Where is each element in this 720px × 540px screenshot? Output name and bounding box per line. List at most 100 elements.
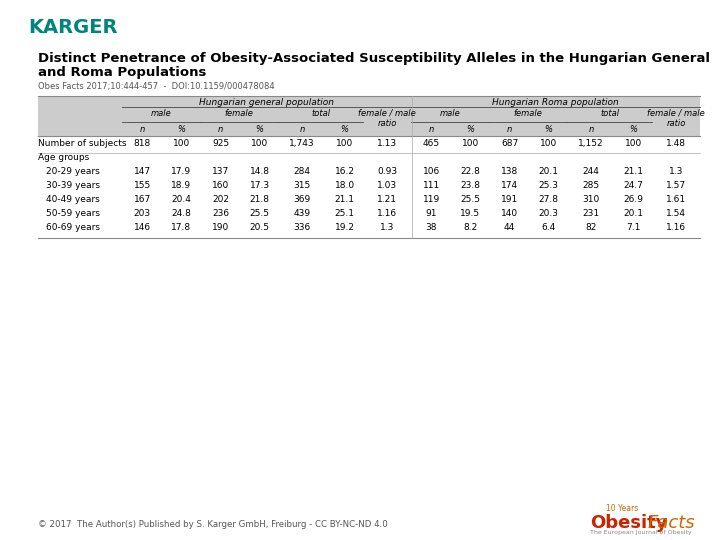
Text: 20-29 years: 20-29 years	[46, 167, 100, 176]
Text: %: %	[467, 125, 474, 134]
Text: 7.1: 7.1	[626, 223, 641, 232]
Text: 167: 167	[134, 195, 151, 204]
Text: n: n	[429, 125, 434, 134]
Text: 146: 146	[134, 223, 151, 232]
Text: 50-59 years: 50-59 years	[46, 209, 100, 218]
Text: 16.2: 16.2	[335, 167, 355, 176]
Text: n: n	[218, 125, 223, 134]
Text: 1.57: 1.57	[666, 181, 686, 190]
Text: 18.0: 18.0	[335, 181, 355, 190]
Text: 100: 100	[173, 139, 190, 148]
Text: Facts: Facts	[648, 514, 696, 532]
Text: 310: 310	[582, 195, 600, 204]
Text: 160: 160	[212, 181, 229, 190]
Text: © 2017  The Author(s) Published by S. Karger GmbH, Freiburg - CC BY-NC-ND 4.0: © 2017 The Author(s) Published by S. Kar…	[38, 520, 388, 529]
Text: 1.3: 1.3	[669, 167, 683, 176]
Text: 20.5: 20.5	[250, 223, 270, 232]
Text: 244: 244	[582, 167, 600, 176]
Text: 1.16: 1.16	[377, 209, 397, 218]
Text: female: female	[225, 109, 253, 118]
Text: 30-39 years: 30-39 years	[46, 181, 100, 190]
Text: 687: 687	[501, 139, 518, 148]
Text: 20.1: 20.1	[624, 209, 644, 218]
Text: 17.3: 17.3	[250, 181, 270, 190]
Text: 25.1: 25.1	[335, 209, 355, 218]
Text: 818: 818	[134, 139, 151, 148]
Text: 10 Years: 10 Years	[606, 504, 638, 513]
Text: 191: 191	[501, 195, 518, 204]
Text: 19.2: 19.2	[335, 223, 355, 232]
Text: 137: 137	[212, 167, 229, 176]
Text: total: total	[600, 109, 619, 118]
Text: 147: 147	[134, 167, 151, 176]
Text: 0.93: 0.93	[377, 167, 397, 176]
Text: %: %	[630, 125, 638, 134]
Text: total: total	[311, 109, 330, 118]
Text: 17.8: 17.8	[171, 223, 192, 232]
Text: 40-49 years: 40-49 years	[46, 195, 100, 204]
Text: Age groups: Age groups	[38, 153, 89, 162]
Text: 190: 190	[212, 223, 229, 232]
Text: 155: 155	[134, 181, 151, 190]
Bar	[38, 96, 700, 136]
Text: 23.8: 23.8	[461, 181, 480, 190]
Text: 1.03: 1.03	[377, 181, 397, 190]
Text: n: n	[300, 125, 305, 134]
Text: 22.8: 22.8	[461, 167, 480, 176]
Text: 21.1: 21.1	[624, 167, 644, 176]
Text: %: %	[545, 125, 553, 134]
Text: 27.8: 27.8	[539, 195, 559, 204]
Text: 60-69 years: 60-69 years	[46, 223, 100, 232]
Text: 24.8: 24.8	[171, 209, 192, 218]
Text: 91: 91	[426, 209, 437, 218]
Text: 315: 315	[294, 181, 311, 190]
Text: 20.1: 20.1	[539, 167, 559, 176]
Text: 24.7: 24.7	[624, 181, 644, 190]
Text: 19.5: 19.5	[460, 209, 480, 218]
Text: n: n	[507, 125, 512, 134]
Text: Distinct Penetrance of Obesity-Associated Susceptibility Alleles in the Hungaria: Distinct Penetrance of Obesity-Associate…	[38, 52, 710, 65]
Text: n: n	[140, 125, 145, 134]
Text: 100: 100	[625, 139, 642, 148]
Text: %: %	[341, 125, 348, 134]
Text: 38: 38	[426, 223, 437, 232]
Text: 1.16: 1.16	[666, 223, 686, 232]
Text: 8.2: 8.2	[464, 223, 477, 232]
Text: Obesity: Obesity	[590, 514, 667, 532]
Text: 369: 369	[294, 195, 311, 204]
Text: 82: 82	[585, 223, 597, 232]
Text: 925: 925	[212, 139, 229, 148]
Text: 20.4: 20.4	[171, 195, 192, 204]
Text: n: n	[588, 125, 594, 134]
Text: 174: 174	[501, 181, 518, 190]
Text: 14.8: 14.8	[250, 167, 270, 176]
Text: 1.48: 1.48	[666, 139, 686, 148]
Text: 1,152: 1,152	[578, 139, 604, 148]
Text: 1.13: 1.13	[377, 139, 397, 148]
Text: %: %	[256, 125, 264, 134]
Text: 119: 119	[423, 195, 440, 204]
Text: 111: 111	[423, 181, 440, 190]
Text: 1.21: 1.21	[377, 195, 397, 204]
Text: Hungarian general population: Hungarian general population	[199, 98, 334, 107]
Text: male: male	[150, 109, 171, 118]
Text: 285: 285	[582, 181, 600, 190]
Text: male: male	[440, 109, 461, 118]
Text: 439: 439	[294, 209, 311, 218]
Text: 44: 44	[504, 223, 516, 232]
Text: 25.3: 25.3	[539, 181, 559, 190]
Text: and Roma Populations: and Roma Populations	[38, 66, 207, 79]
Text: 465: 465	[423, 139, 440, 148]
Text: 202: 202	[212, 195, 229, 204]
Text: KARGER: KARGER	[28, 18, 117, 37]
Text: female: female	[514, 109, 543, 118]
Text: %: %	[178, 125, 186, 134]
Text: 18.9: 18.9	[171, 181, 192, 190]
Text: 26.9: 26.9	[624, 195, 644, 204]
Text: 1.61: 1.61	[666, 195, 686, 204]
Text: 284: 284	[294, 167, 311, 176]
Text: 100: 100	[336, 139, 354, 148]
Text: 1.54: 1.54	[666, 209, 686, 218]
Text: 25.5: 25.5	[250, 209, 270, 218]
Text: 106: 106	[423, 167, 440, 176]
